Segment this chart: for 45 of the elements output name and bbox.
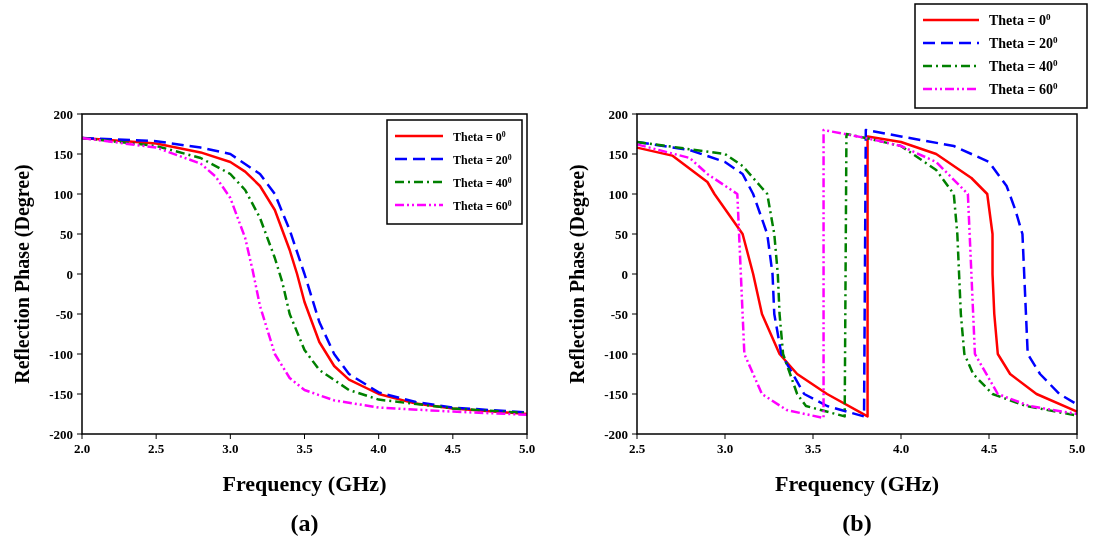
x-tick-label: 5.0 (518, 441, 536, 456)
x-tick-label: 2.5 (148, 441, 165, 456)
y-tick-label: 50 (60, 226, 73, 242)
y-tick-label: -50 (55, 306, 73, 322)
x-tick-label: 4.0 (370, 441, 387, 456)
y-tick-label: 200 (53, 106, 73, 122)
y-tick-label: 50 (615, 226, 628, 242)
y-axis-title: Reflection Phase (Degree) (566, 164, 589, 384)
x-tick-label: 3.0 (716, 441, 734, 456)
legend-label: Theta = 0$^{0}$ (453, 129, 506, 144)
x-tick-label: 3.0 (222, 441, 239, 456)
x-tick-label: 4.0 (892, 441, 910, 456)
y-tick-label: -150 (604, 386, 628, 402)
y-tick-label: -50 (610, 306, 628, 322)
legend-label: Theta = 20$^{0}$ (989, 35, 1058, 51)
y-axis-title: Reflection Phase (Degree) (11, 164, 34, 384)
y-tick-label: 0 (66, 266, 73, 282)
legend-label: Theta = 40$^{0}$ (989, 58, 1058, 74)
x-tick-label: 2.5 (628, 441, 646, 456)
y-tick-label: 100 (608, 186, 628, 202)
legend-label: Theta = 0$^{0}$ (989, 12, 1051, 28)
y-tick-label: -100 (604, 346, 628, 362)
y-tick-label: -150 (49, 386, 73, 402)
x-tick-label: 5.0 (1068, 441, 1086, 456)
x-tick-label: 3.5 (296, 441, 314, 456)
y-tick-label: -200 (49, 426, 73, 442)
y-tick-label: 150 (608, 146, 628, 162)
y-tick-label: 100 (53, 186, 73, 202)
y-tick-label: -100 (49, 346, 73, 362)
legend-label: Theta = 60$^{0}$ (989, 81, 1058, 97)
y-tick-label: 150 (53, 146, 73, 162)
y-tick-label: 200 (608, 106, 628, 122)
x-tick-label: 2.0 (73, 441, 91, 456)
x-axis-title: Frequency (GHz) (775, 471, 939, 496)
text: (b) (842, 510, 872, 536)
x-axis-title: Frequency (GHz) (222, 471, 387, 496)
x-tick-label: 4.5 (980, 441, 998, 456)
y-tick-label: 0 (621, 266, 628, 282)
x-tick-label: 3.5 (804, 441, 822, 456)
text: (a) (290, 510, 319, 536)
legend-label: Theta = 40$^{0}$ (453, 175, 512, 190)
legend-label: Theta = 60$^{0}$ (453, 198, 512, 213)
x-tick-label: 4.5 (444, 441, 462, 456)
legend-label: Theta = 20$^{0}$ (453, 152, 512, 167)
y-tick-label: -200 (604, 426, 628, 442)
